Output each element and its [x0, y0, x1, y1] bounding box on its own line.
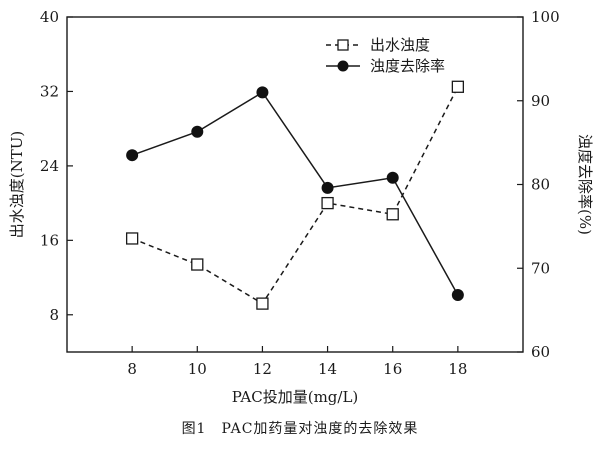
legend-marker: [337, 39, 349, 51]
removal-rate-point: [321, 181, 334, 194]
figure-caption: 图1 PAC加药量对浊度的去除效果: [181, 421, 419, 437]
x-tick-label: 16: [383, 360, 402, 378]
legend-label: 浊度去除率: [370, 57, 445, 75]
right-y-tick-label: 70: [531, 259, 550, 277]
turbidity-point: [125, 232, 139, 245]
left-y-tick-label: 24: [40, 157, 59, 175]
turbidity-point: [191, 258, 204, 271]
x-tick-label: 14: [318, 360, 337, 378]
series-line-1: [131, 86, 459, 305]
removal-rate-point: [191, 125, 204, 138]
x-tick-label: 8: [127, 360, 137, 378]
right-y-tick-label: 90: [531, 92, 550, 110]
legend-marker: [337, 60, 349, 72]
right-y-axis-title: 浊度去除率(%): [576, 134, 594, 235]
x-tick-label: 10: [188, 360, 207, 378]
x-axis-title: PAC投加量(mg/L): [232, 388, 359, 406]
right-y-tick-label: 100: [531, 8, 560, 26]
plot-frame: [66, 16, 524, 353]
left-y-tick-label: 16: [40, 231, 59, 249]
x-tick-label: 18: [448, 360, 467, 378]
left-y-tick-label: 32: [40, 82, 59, 100]
turbidity-point: [256, 297, 269, 310]
left-y-tick-label: 40: [40, 8, 59, 26]
removal-rate-point: [451, 289, 464, 302]
right-y-tick-label: 60: [531, 343, 550, 361]
series-line-2: [131, 91, 459, 296]
turbidity-point: [386, 208, 399, 221]
legend-label: 出水浊度: [370, 36, 430, 54]
left-y-axis-title: 出水浊度(NTU): [8, 131, 26, 238]
left-y-tick-label: 8: [49, 306, 59, 324]
turbidity-point: [321, 196, 334, 210]
x-tick-label: 12: [253, 360, 272, 378]
removal-rate-point: [256, 86, 269, 99]
removal-rate-point: [126, 149, 139, 162]
right-y-tick-label: 80: [531, 176, 550, 194]
removal-rate-point: [386, 171, 399, 184]
turbidity-point: [451, 80, 465, 93]
